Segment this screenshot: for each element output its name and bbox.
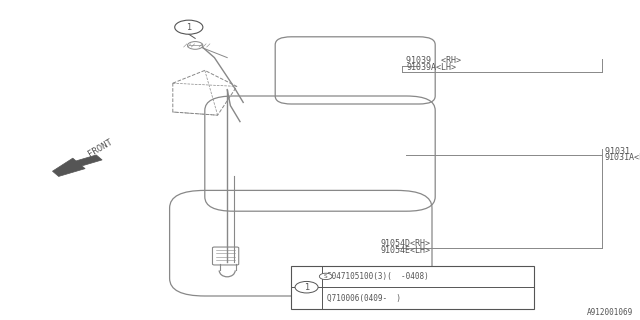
Circle shape xyxy=(188,42,203,49)
Circle shape xyxy=(319,273,332,280)
Text: 91039  <RH>: 91039 <RH> xyxy=(406,56,461,65)
Text: S047105100(3)(  -0408): S047105100(3)( -0408) xyxy=(327,272,429,281)
Text: Q710006(0409-  ): Q710006(0409- ) xyxy=(327,293,401,302)
Text: 91054E<LH>: 91054E<LH> xyxy=(381,246,431,255)
Circle shape xyxy=(175,20,203,34)
Polygon shape xyxy=(52,155,102,176)
Text: 91054D<RH>: 91054D<RH> xyxy=(381,239,431,248)
Text: 91039A<LH>: 91039A<LH> xyxy=(406,63,456,72)
Text: 91031  <RH>: 91031 <RH> xyxy=(605,147,640,156)
Text: FRONT: FRONT xyxy=(86,137,114,158)
Text: S: S xyxy=(324,274,328,279)
Text: 1: 1 xyxy=(304,283,309,292)
Bar xyxy=(291,266,534,309)
Circle shape xyxy=(295,282,318,293)
FancyBboxPatch shape xyxy=(212,247,239,265)
Text: 91031A<LH>: 91031A<LH> xyxy=(605,153,640,162)
Text: A912001069: A912001069 xyxy=(588,308,634,317)
Text: 1: 1 xyxy=(186,23,191,32)
